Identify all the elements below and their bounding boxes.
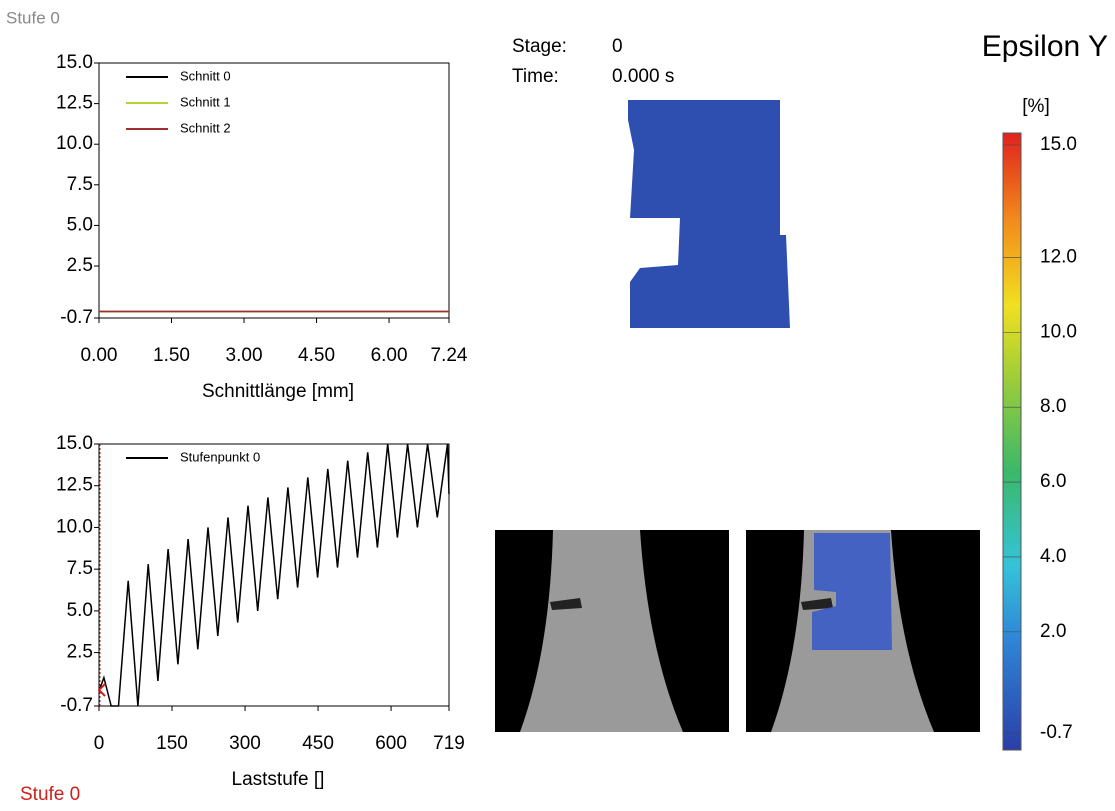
x-tick-label: 300 xyxy=(229,733,261,754)
legend-label: Stufenpunkt 0 xyxy=(180,449,260,464)
app-view: Stufe 0 Stage: 0 Time: 0.000 s Epsilon Y… xyxy=(0,0,1115,811)
y-tick-label: 5.0 xyxy=(67,600,93,621)
colorbar xyxy=(1003,133,1021,750)
colorbar-tick-label: 10.0 xyxy=(1040,321,1077,342)
colorbar-title: Epsilon Y xyxy=(982,30,1108,63)
y-tick-label: 2.5 xyxy=(67,255,93,276)
colorbar-tick-label: 8.0 xyxy=(1040,396,1066,417)
y-tick-label: 10.0 xyxy=(56,133,93,154)
strain-field xyxy=(628,100,790,328)
y-tick-label: -0.7 xyxy=(60,307,93,328)
colorbar-tick-label: 6.0 xyxy=(1040,471,1066,492)
colorbar-tick-label: 4.0 xyxy=(1040,546,1066,567)
colorbar-tick-label: -0.7 xyxy=(1040,722,1073,743)
x-tick-label: 0.00 xyxy=(81,345,118,366)
colorbar-tick-label: 2.0 xyxy=(1040,621,1066,642)
stage-value: 0 xyxy=(612,36,623,57)
y-tick-label: 12.5 xyxy=(56,475,93,496)
y-tick-label: 7.5 xyxy=(67,558,93,579)
x-tick-label: 600 xyxy=(375,733,407,754)
legend-label: Schnitt 0 xyxy=(180,68,231,83)
time-caption: Time: xyxy=(512,66,559,87)
camera-image-left xyxy=(495,530,729,732)
colorbar-tick-label: 12.0 xyxy=(1040,246,1077,267)
x-tick-label: 6.00 xyxy=(371,345,408,366)
x-tick-label: 3.00 xyxy=(226,345,263,366)
x-axis-label: Laststufe [] xyxy=(232,769,325,790)
colorbar-tick-label: 15.0 xyxy=(1040,134,1077,155)
plot-frame xyxy=(99,444,449,706)
x-axis-label: Schnittlänge [mm] xyxy=(202,381,354,402)
stage-caption: Stage: xyxy=(512,36,567,57)
y-tick-label: 2.5 xyxy=(67,642,93,663)
legend-label: Schnitt 2 xyxy=(180,120,231,135)
x-tick-label: 4.50 xyxy=(298,345,335,366)
x-tick-label: 150 xyxy=(156,733,188,754)
y-tick-label: 12.5 xyxy=(56,93,93,114)
camera-image-right xyxy=(746,530,980,732)
time-value: 0.000 s xyxy=(612,66,674,87)
y-tick-label: 5.0 xyxy=(67,214,93,235)
stage-label: Stufe 0 xyxy=(6,8,60,27)
y-tick-label: 10.0 xyxy=(56,516,93,537)
footer-stage: Stufe 0 xyxy=(20,784,80,805)
y-tick-label: 7.5 xyxy=(67,174,93,195)
legend-label: Schnitt 1 xyxy=(180,94,231,109)
y-tick-label: -0.7 xyxy=(60,695,93,716)
x-tick-label: 1.50 xyxy=(153,345,190,366)
plot-frame xyxy=(99,63,449,318)
y-tick-label: 15.0 xyxy=(56,433,93,454)
x-tick-label: 719 xyxy=(433,733,465,754)
colorbar-unit: [%] xyxy=(1022,96,1049,117)
series-line xyxy=(99,444,449,706)
y-tick-label: 15.0 xyxy=(56,52,93,73)
x-tick-label: 0 xyxy=(94,733,105,754)
x-tick-label: 7.24 xyxy=(431,345,468,366)
x-tick-label: 450 xyxy=(302,733,334,754)
